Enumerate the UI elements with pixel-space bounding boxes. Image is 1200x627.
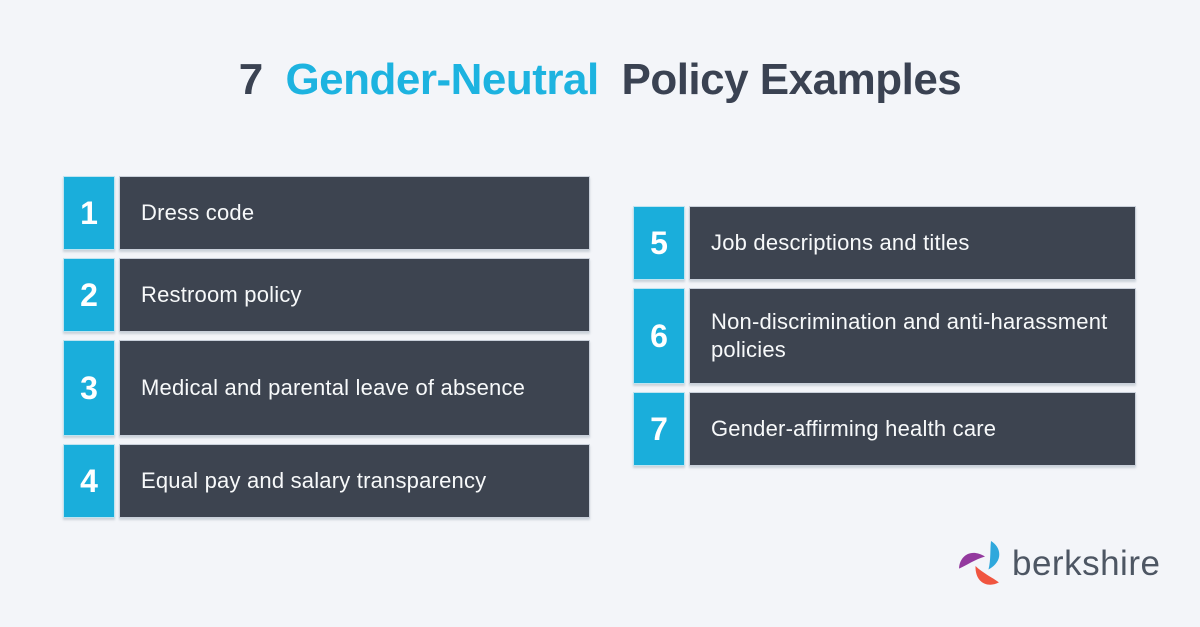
item-body: Dress code — [119, 176, 590, 250]
list-item-4: 4 Equal pay and salary transparency — [63, 444, 590, 518]
item-number-badge: 7 — [633, 392, 685, 466]
right-column: 5 Job descriptions and titles 6 Non-disc… — [633, 206, 1136, 466]
page-title: 7 Gender-Neutral Policy Examples — [0, 54, 1200, 106]
item-label: Equal pay and salary transparency — [141, 468, 487, 493]
item-label: Medical and parental leave of absence — [141, 375, 526, 400]
title-prefix: 7 — [238, 55, 263, 104]
item-body: Equal pay and salary transparency — [119, 444, 590, 518]
item-body: Medical and parental leave of absence — [119, 340, 590, 436]
item-body: Restroom policy — [119, 258, 590, 332]
item-number-badge: 6 — [633, 288, 685, 384]
item-body: Job descriptions and titles — [689, 206, 1136, 280]
berkshire-logo: berkshire — [958, 538, 1160, 590]
item-number-badge: 2 — [63, 258, 115, 332]
item-number-badge: 4 — [63, 444, 115, 518]
list-item-6: 6 Non-discrimination and anti-harassment… — [633, 288, 1136, 384]
list-item-2: 2 Restroom policy — [63, 258, 590, 332]
list-item-5: 5 Job descriptions and titles — [633, 206, 1136, 280]
title-highlight: Gender-Neutral — [285, 55, 599, 104]
list-item-3: 3 Medical and parental leave of absence — [63, 340, 590, 436]
list-item-7: 7 Gender-affirming health care — [633, 392, 1136, 466]
pinwheel-icon — [959, 541, 1000, 585]
item-label: Dress code — [141, 200, 255, 225]
item-number-badge: 1 — [63, 176, 115, 250]
item-label: Gender-affirming health care — [711, 416, 997, 441]
item-number-badge: 3 — [63, 340, 115, 436]
item-label: Restroom policy — [141, 282, 302, 307]
left-column: 1 Dress code 2 Restroom policy 3 Medical… — [63, 176, 590, 518]
item-body: Gender-affirming health care — [689, 392, 1136, 466]
item-body: Non-discrimination and anti-harassment p… — [689, 288, 1136, 384]
title-rest: Policy Examples — [621, 55, 962, 104]
item-label: Non-discrimination and anti-harassment p… — [711, 309, 1108, 362]
logo-wordmark: berkshire — [1012, 544, 1161, 583]
list-item-1: 1 Dress code — [63, 176, 590, 250]
item-label: Job descriptions and titles — [711, 230, 970, 255]
item-number-badge: 5 — [633, 206, 685, 280]
